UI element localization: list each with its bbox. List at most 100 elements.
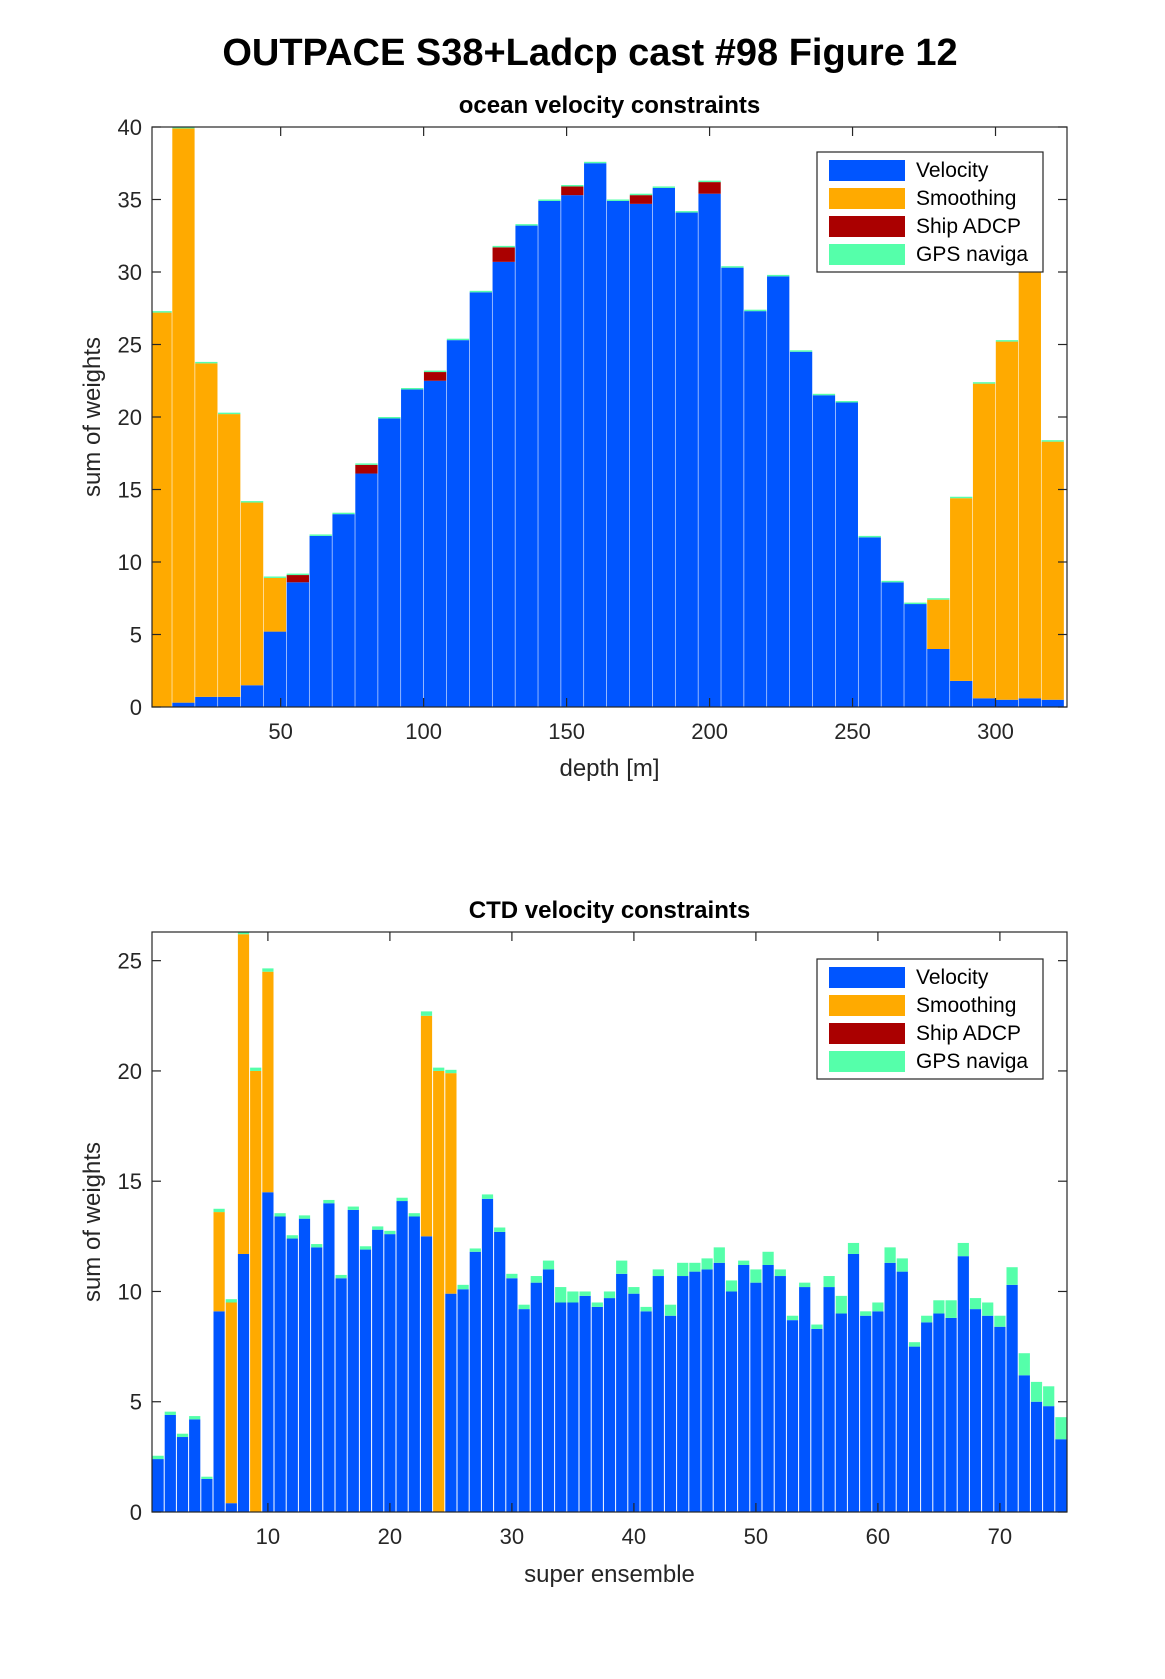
chart-1-bar-gps-naviga-53	[786, 1315, 799, 1321]
chart-1-bar-velocity-67	[957, 1256, 969, 1512]
chart-0-bar-velocity-2	[172, 702, 195, 707]
chart-1-bar-velocity-45	[689, 1271, 701, 1512]
chart-1-bar-gps-naviga-51	[762, 1251, 774, 1265]
chart-1-xtick-label: 30	[500, 1524, 524, 1549]
chart-0-bar-velocity-16	[492, 261, 515, 707]
chart-0-bar-velocity-19	[561, 195, 584, 707]
chart-1-bar-gps-naviga-3	[176, 1433, 189, 1438]
chart-0-bar-velocity-20	[584, 163, 607, 707]
chart-1-bar-gps-naviga-2	[164, 1411, 176, 1415]
chart-1-bar-gps-naviga-70	[994, 1315, 1006, 1327]
chart-1-xtick-label: 20	[378, 1524, 402, 1549]
chart-0-bar-velocity-40	[1041, 699, 1064, 707]
chart-0-bar-ship-adcp-16	[492, 247, 515, 262]
chart-0-bar-gps-naviga-38	[995, 340, 1019, 342]
chart-1-bar-velocity-18	[359, 1249, 372, 1512]
chart-0-title: ocean velocity constraints	[459, 92, 760, 119]
chart-0-bar-velocity-22	[629, 203, 653, 707]
chart-1-bar-velocity-56	[823, 1287, 835, 1512]
chart-1-bar-gps-naviga-8	[237, 932, 250, 935]
chart-0-bar-gps-naviga-23	[652, 186, 675, 188]
chart-1-bar-gps-naviga-74	[1043, 1386, 1055, 1407]
ctd-velocity-chart: 10 20 30 40 50 60 70 0 5 10 15 20 25 CTD velocity con…	[79, 897, 1068, 1588]
chart-0-bar-gps-naviga-6	[263, 576, 287, 578]
chart-1-bar-velocity-15	[323, 1203, 335, 1512]
chart-1-bar-velocity-43	[664, 1315, 677, 1512]
chart-1-bar-velocity-74	[1043, 1406, 1055, 1512]
chart-0-bar-gps-naviga-25	[698, 180, 721, 183]
chart-0-bar-gps-naviga-29	[789, 350, 813, 352]
chart-0-ytick-label: 15	[118, 478, 142, 503]
chart-0-bar-smoothing-35	[927, 599, 950, 649]
chart-0-bar-smoothing-36	[950, 498, 973, 681]
chart-1-bar-velocity-63	[908, 1346, 921, 1512]
chart-0-ytick-label: 20	[118, 405, 142, 430]
chart-1-bar-velocity-65	[933, 1313, 945, 1512]
chart-0-bar-velocity-12	[401, 389, 424, 707]
chart-0-bar-gps-naviga-9	[332, 512, 355, 515]
chart-1-bar-gps-naviga-27	[469, 1248, 481, 1252]
chart-1-bar-gps-naviga-28	[481, 1194, 494, 1199]
chart-1-bar-gps-naviga-71	[1006, 1267, 1018, 1285]
chart-1-bar-velocity-3	[176, 1437, 189, 1512]
chart-1-bar-velocity-26	[457, 1289, 469, 1512]
chart-0-ytick-label: 40	[118, 115, 142, 140]
chart-1-bar-velocity-42	[652, 1276, 664, 1512]
chart-1-bar-velocity-71	[1006, 1284, 1018, 1512]
chart-1-bar-gps-naviga-49	[738, 1260, 750, 1265]
chart-1-bar-gps-naviga-64	[921, 1315, 933, 1323]
chart-1-bar-smoothing-24	[433, 1070, 445, 1512]
chart-1-bar-gps-naviga-18	[359, 1246, 372, 1250]
chart-0-bar-velocity-39	[1018, 698, 1041, 707]
chart-0-bar-gps-naviga-18	[538, 199, 561, 201]
chart-0-bar-ship-adcp-13	[423, 372, 447, 381]
chart-1-bar-gps-naviga-23	[420, 1011, 433, 1016]
chart-1-bar-gps-naviga-47	[713, 1247, 725, 1263]
chart-1-bar-gps-naviga-17	[347, 1206, 359, 1210]
chart-1-bar-velocity-17	[347, 1209, 359, 1512]
chart-1-legend-label-gps-naviga: GPS naviga	[916, 1050, 1028, 1073]
chart-1-bar-gps-naviga-5	[201, 1476, 213, 1479]
chart-1-bar-gps-naviga-40	[628, 1287, 640, 1294]
chart-0-legend: Velocity Smoothing Ship ADCP GPS naviga	[816, 151, 1044, 273]
chart-0-bar-velocity-31	[835, 402, 858, 707]
chart-1-bar-velocity-30	[506, 1278, 518, 1512]
chart-0-bar-smoothing-3	[195, 363, 218, 697]
chart-1-bar-gps-naviga-54	[799, 1282, 811, 1288]
chart-1-bar-velocity-27	[469, 1251, 481, 1512]
chart-1-bar-gps-naviga-45	[689, 1262, 701, 1272]
chart-1-bar-velocity-44	[677, 1276, 689, 1512]
chart-1-bar-velocity-5	[201, 1478, 213, 1512]
chart-0-bar-gps-naviga-16	[492, 245, 515, 248]
chart-0-ytick-label: 10	[118, 550, 142, 575]
chart-0-bar-velocity-29	[789, 351, 813, 707]
chart-0-xtick-label: 150	[548, 719, 585, 744]
chart-0-bar-smoothing-37	[972, 383, 996, 699]
chart-0-bar-velocity-36	[950, 680, 973, 707]
chart-1-bar-gps-naviga-15	[323, 1199, 335, 1204]
chart-1-bar-velocity-72	[1018, 1375, 1030, 1512]
chart-0-bar-gps-naviga-37	[972, 382, 996, 384]
chart-1-bar-velocity-23	[420, 1236, 433, 1512]
chart-1-bar-velocity-51	[762, 1265, 774, 1512]
chart-1-bar-velocity-59	[860, 1315, 872, 1512]
chart-0-xtick-label: 250	[834, 719, 871, 744]
chart-0-bar-gps-naviga-10	[355, 463, 378, 465]
chart-0-legend-swatch-velocity	[829, 160, 905, 181]
chart-0-bar-velocity-24	[675, 212, 698, 707]
chart-1-xlabel: super ensemble	[524, 1561, 695, 1588]
chart-1-bar-gps-naviga-35	[567, 1291, 579, 1303]
chart-0-legend-label-smoothing: Smoothing	[916, 187, 1016, 210]
chart-1-bar-velocity-6	[213, 1311, 225, 1512]
chart-0-bar-gps-naviga-30	[812, 393, 836, 396]
chart-1-bar-gps-naviga-59	[860, 1311, 872, 1316]
chart-0-bar-smoothing-1	[152, 312, 172, 707]
chart-1-bar-velocity-4	[189, 1419, 201, 1512]
chart-1-xtick-label: 50	[744, 1524, 768, 1549]
chart-1-bar-gps-naviga-62	[896, 1258, 908, 1272]
chart-1-legend-swatch-velocity	[829, 967, 905, 988]
chart-1-bar-gps-naviga-4	[189, 1416, 201, 1420]
chart-1-bar-smoothing-9	[250, 1070, 262, 1512]
chart-0-ytick-label: 35	[118, 188, 142, 213]
